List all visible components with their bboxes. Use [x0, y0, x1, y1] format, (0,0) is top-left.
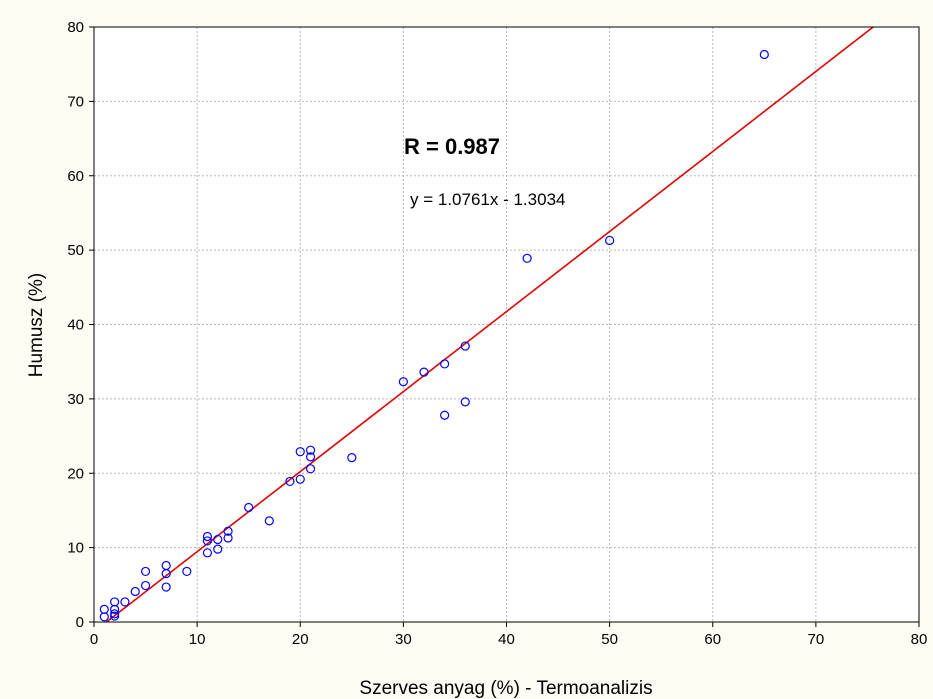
data-point — [759, 49, 769, 60]
y-tick-label: 0 — [76, 614, 84, 631]
data-point — [223, 533, 233, 543]
data-point — [305, 464, 316, 474]
y-axis-title: Humusz (%) — [26, 273, 47, 378]
data-point — [110, 609, 120, 619]
y-tick-label: 50 — [67, 242, 84, 259]
x-tick-label: 30 — [395, 631, 412, 648]
y-tick-label: 20 — [67, 465, 84, 482]
data-point — [110, 597, 120, 607]
data-point — [140, 580, 151, 591]
y-tick-label: 30 — [67, 391, 84, 408]
regression-equation: y = 1.0761x - 1.3034 — [410, 190, 565, 209]
data-point — [140, 566, 151, 577]
data-point — [347, 453, 357, 463]
regression-line — [106, 26, 874, 623]
regression-line-group — [106, 26, 874, 623]
data-point — [99, 604, 109, 614]
data-point — [522, 253, 532, 263]
data-point — [460, 397, 470, 407]
y-tick-label: 60 — [67, 168, 84, 185]
data-point — [398, 377, 408, 387]
data-point — [120, 597, 130, 607]
data-point — [223, 526, 233, 536]
data-point — [130, 586, 140, 597]
data-point — [244, 502, 254, 513]
data-point — [202, 536, 213, 546]
x-tick-label: 20 — [292, 631, 309, 648]
grid-lines — [94, 27, 919, 622]
data-point — [460, 341, 470, 351]
y-tick-label: 40 — [67, 317, 84, 334]
x-tick-label: 70 — [808, 631, 825, 648]
x-axis-ticks: 0 10 20 30 40 50 60 70 80 — [90, 622, 928, 648]
x-tick-label: 60 — [704, 631, 721, 648]
data-point — [305, 452, 316, 462]
data-point — [285, 476, 295, 487]
data-point — [182, 566, 192, 577]
data-point — [305, 445, 316, 455]
y-tick-label: 70 — [67, 93, 84, 110]
x-tick-label: 0 — [90, 631, 98, 648]
x-tick-label: 50 — [601, 631, 618, 648]
data-point — [161, 560, 171, 571]
y-axis-ticks: 0 10 20 30 40 50 60 70 80 — [67, 19, 94, 631]
x-tick-label: 10 — [189, 631, 206, 648]
data-point — [440, 410, 450, 420]
data-points — [99, 49, 769, 622]
data-point — [264, 516, 274, 526]
data-point — [202, 548, 213, 558]
data-point — [295, 474, 305, 484]
x-axis-title: Szerves anyag (%) - Termoanalizis — [359, 678, 652, 699]
x-tick-label: 80 — [911, 631, 928, 648]
data-point — [295, 447, 305, 457]
x-tick-label: 40 — [498, 631, 515, 648]
y-tick-label: 10 — [67, 540, 84, 557]
y-tick-label: 80 — [67, 19, 84, 36]
data-point — [213, 544, 223, 554]
data-point — [202, 531, 213, 542]
data-point — [213, 534, 223, 545]
data-point — [605, 235, 615, 246]
data-point — [440, 359, 450, 369]
data-point — [419, 367, 429, 377]
correlation-annotation: R = 0.987 — [404, 134, 500, 159]
data-point — [161, 582, 171, 592]
